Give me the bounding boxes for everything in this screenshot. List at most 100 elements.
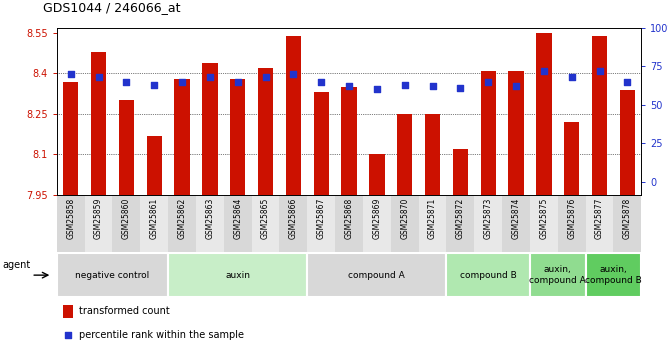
Text: GSM25869: GSM25869 bbox=[372, 198, 381, 239]
Bar bbox=[57, 253, 168, 297]
Text: GSM25875: GSM25875 bbox=[539, 198, 548, 239]
Text: GSM25874: GSM25874 bbox=[512, 198, 520, 239]
Bar bbox=[620, 90, 635, 195]
Bar bbox=[341, 87, 357, 195]
Text: GSM25873: GSM25873 bbox=[484, 198, 493, 239]
Text: agent: agent bbox=[3, 260, 31, 270]
Text: percentile rank within the sample: percentile rank within the sample bbox=[79, 330, 244, 340]
Text: transformed count: transformed count bbox=[79, 306, 170, 316]
Text: GSM25877: GSM25877 bbox=[595, 198, 604, 239]
Point bbox=[204, 74, 215, 80]
Bar bbox=[391, 195, 419, 252]
Bar bbox=[586, 195, 613, 252]
Point bbox=[595, 68, 605, 73]
Bar bbox=[508, 71, 524, 195]
Bar bbox=[279, 195, 307, 252]
Point bbox=[316, 79, 327, 84]
Bar bbox=[63, 305, 73, 318]
Bar bbox=[230, 79, 245, 195]
Text: GSM25867: GSM25867 bbox=[317, 198, 326, 239]
Point bbox=[510, 83, 521, 89]
Text: compound A: compound A bbox=[349, 270, 405, 280]
Text: GSM25859: GSM25859 bbox=[94, 198, 103, 239]
Text: GSM25878: GSM25878 bbox=[623, 198, 632, 239]
Bar bbox=[252, 195, 279, 252]
Bar bbox=[224, 195, 252, 252]
Point bbox=[94, 74, 104, 80]
Point bbox=[232, 79, 243, 84]
Bar bbox=[307, 195, 335, 252]
Point bbox=[566, 74, 577, 80]
Text: GSM25864: GSM25864 bbox=[233, 198, 242, 239]
Bar bbox=[313, 92, 329, 195]
Bar bbox=[446, 253, 530, 297]
Bar bbox=[502, 195, 530, 252]
Text: GSM25872: GSM25872 bbox=[456, 198, 465, 239]
Bar bbox=[369, 155, 385, 195]
Point bbox=[538, 68, 549, 73]
Point bbox=[288, 71, 299, 77]
Point bbox=[622, 79, 633, 84]
Text: GSM25863: GSM25863 bbox=[205, 198, 214, 239]
Text: auxin,
compound A: auxin, compound A bbox=[530, 265, 586, 285]
Point bbox=[343, 83, 354, 89]
Bar bbox=[146, 136, 162, 195]
Point bbox=[260, 74, 271, 80]
Point bbox=[455, 85, 466, 90]
Bar bbox=[57, 195, 85, 252]
Bar bbox=[174, 79, 190, 195]
Bar bbox=[397, 114, 412, 195]
Point bbox=[483, 79, 494, 84]
Text: GSM25861: GSM25861 bbox=[150, 198, 159, 239]
Point bbox=[121, 79, 132, 84]
Bar bbox=[564, 122, 579, 195]
Bar bbox=[196, 195, 224, 252]
Text: negative control: negative control bbox=[75, 270, 150, 280]
Point bbox=[65, 71, 76, 77]
Bar bbox=[530, 253, 586, 297]
Bar bbox=[425, 114, 440, 195]
Bar bbox=[419, 195, 446, 252]
Bar bbox=[140, 195, 168, 252]
Bar bbox=[119, 100, 134, 195]
Bar bbox=[168, 253, 307, 297]
Text: GSM25870: GSM25870 bbox=[400, 198, 409, 239]
Bar bbox=[558, 195, 586, 252]
Bar bbox=[480, 71, 496, 195]
Point bbox=[63, 332, 73, 337]
Bar bbox=[453, 149, 468, 195]
Bar bbox=[112, 195, 140, 252]
Text: GSM25866: GSM25866 bbox=[289, 198, 298, 239]
Point bbox=[149, 82, 160, 87]
Bar bbox=[586, 253, 641, 297]
Text: GSM25871: GSM25871 bbox=[428, 198, 437, 239]
Text: compound B: compound B bbox=[460, 270, 516, 280]
Text: GSM25865: GSM25865 bbox=[261, 198, 270, 239]
Bar bbox=[286, 36, 301, 195]
Bar bbox=[307, 253, 446, 297]
Text: GSM25876: GSM25876 bbox=[567, 198, 576, 239]
Bar bbox=[446, 195, 474, 252]
Bar bbox=[592, 36, 607, 195]
Bar bbox=[335, 195, 363, 252]
Bar bbox=[258, 68, 273, 195]
Bar bbox=[613, 195, 641, 252]
Bar bbox=[363, 195, 391, 252]
Text: GSM25868: GSM25868 bbox=[345, 198, 353, 239]
Text: GSM25860: GSM25860 bbox=[122, 198, 131, 239]
Bar bbox=[168, 195, 196, 252]
Text: auxin: auxin bbox=[225, 270, 250, 280]
Text: GDS1044 / 246066_at: GDS1044 / 246066_at bbox=[43, 1, 180, 14]
Point bbox=[176, 79, 187, 84]
Text: GSM25862: GSM25862 bbox=[178, 198, 186, 239]
Bar bbox=[536, 33, 552, 195]
Bar bbox=[202, 63, 218, 195]
Text: auxin,
compound B: auxin, compound B bbox=[585, 265, 642, 285]
Bar bbox=[474, 195, 502, 252]
Point bbox=[371, 87, 382, 92]
Point bbox=[428, 83, 438, 89]
Bar bbox=[63, 81, 78, 195]
Bar bbox=[530, 195, 558, 252]
Text: GSM25858: GSM25858 bbox=[66, 198, 75, 239]
Point bbox=[399, 82, 410, 87]
